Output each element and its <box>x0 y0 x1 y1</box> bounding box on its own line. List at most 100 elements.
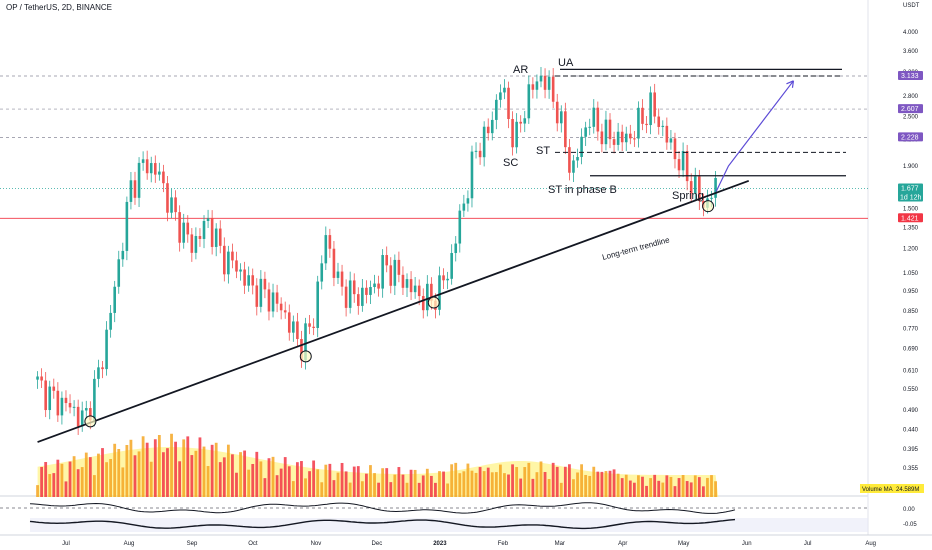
oscillator-tick: 0.00 <box>903 507 915 513</box>
volume-bar <box>381 468 385 497</box>
volume-bar <box>287 466 291 497</box>
candle-body <box>584 127 587 137</box>
y-tick-label: 0.355 <box>903 466 919 472</box>
volume-bar <box>385 468 389 497</box>
candle-body <box>68 403 72 408</box>
volume-bar <box>235 472 238 497</box>
volume-bar <box>194 450 198 497</box>
candle-body <box>426 283 429 311</box>
candle-body <box>681 151 685 171</box>
volume-bar <box>645 485 648 497</box>
candle-body <box>417 285 421 297</box>
candle-body <box>413 285 417 293</box>
volume-bar <box>113 443 117 497</box>
volume-bar <box>377 482 380 497</box>
candle-body <box>649 92 652 126</box>
candle-body <box>158 171 161 175</box>
volume-bar <box>649 478 653 497</box>
candle-body <box>40 376 43 381</box>
volume-bar <box>616 473 620 497</box>
x-tick-label: Feb <box>498 541 509 547</box>
volume-bar <box>596 471 600 497</box>
candle-body <box>320 263 324 282</box>
candle-body <box>89 408 92 421</box>
y-tick-label: 0.440 <box>903 427 919 433</box>
volume-bar <box>348 482 352 497</box>
volume-bar <box>454 462 458 497</box>
volume-bar <box>706 477 709 497</box>
price-label-box <box>898 213 923 223</box>
candle-body <box>547 76 551 90</box>
y-tick-label: 0.690 <box>903 346 919 352</box>
candle-body <box>174 197 177 213</box>
volume-bar <box>68 461 72 497</box>
candle-body <box>292 321 295 333</box>
volume-bar <box>121 467 125 497</box>
volume-bar <box>109 458 113 497</box>
candle-body <box>677 159 681 171</box>
candle-body <box>101 367 104 370</box>
volume-bar <box>275 475 279 497</box>
volume-bar <box>267 458 271 497</box>
x-tick-label: Jun <box>742 541 752 547</box>
volume-bar <box>397 467 401 497</box>
volume-bar <box>198 437 202 497</box>
candle-body <box>324 235 328 264</box>
candle-body <box>190 234 194 253</box>
volume-bar <box>324 464 328 497</box>
y-tick-label: 1.900 <box>903 164 919 170</box>
chart-header: OP / TetherUS, 2D, BINANCE <box>6 3 112 12</box>
candle-body <box>564 111 567 148</box>
volume-bar <box>539 461 543 497</box>
volume-bar <box>308 471 311 497</box>
candle-body <box>369 287 372 295</box>
volume-bar <box>486 467 490 497</box>
candle-body <box>669 138 673 143</box>
volume-bar <box>413 469 417 497</box>
volume-bar <box>239 452 242 497</box>
candle-body <box>153 163 157 175</box>
x-tick-label: Nov <box>311 541 322 547</box>
annotation-label: ST in phase B <box>548 184 617 196</box>
volume-bar <box>210 444 214 497</box>
volume-bar <box>555 466 559 497</box>
volume-bar <box>360 481 364 497</box>
x-tick-label: Mar <box>555 541 565 547</box>
volume-bar <box>231 454 234 497</box>
candle-body <box>348 280 352 308</box>
volume-bar <box>291 481 295 497</box>
candle-body <box>450 253 453 279</box>
volume-bar <box>133 455 137 497</box>
candle-body <box>454 243 458 254</box>
y-tick-label: 0.950 <box>903 289 919 295</box>
price-label-box <box>898 104 923 114</box>
candle-body <box>486 126 490 134</box>
candle-body <box>555 101 559 124</box>
candle-body <box>633 138 636 140</box>
annotation-label: AR <box>513 64 528 76</box>
volume-bar <box>92 475 96 497</box>
volume-bar <box>653 474 657 497</box>
candle-body <box>247 275 250 286</box>
volume-bar <box>263 478 267 497</box>
volume-bar <box>661 482 665 497</box>
candle-body <box>685 151 689 182</box>
volume-bar <box>129 439 133 497</box>
candle-body <box>84 408 88 411</box>
volume-bar <box>283 457 287 497</box>
volume-bar <box>458 473 462 497</box>
volume-bar <box>429 475 433 497</box>
volume-bar <box>101 448 104 497</box>
candle-body <box>519 121 522 124</box>
trendline-touch-circle <box>299 350 312 363</box>
volume-bar <box>186 436 190 497</box>
volume-bar <box>153 439 157 497</box>
candle-body <box>531 84 535 90</box>
candle-body <box>624 133 628 143</box>
oscillator-tick: -0.05 <box>903 522 917 528</box>
volume-bar <box>689 482 693 497</box>
candle-body <box>80 410 84 427</box>
volume-bar <box>125 444 129 497</box>
volume-bar <box>312 460 316 497</box>
